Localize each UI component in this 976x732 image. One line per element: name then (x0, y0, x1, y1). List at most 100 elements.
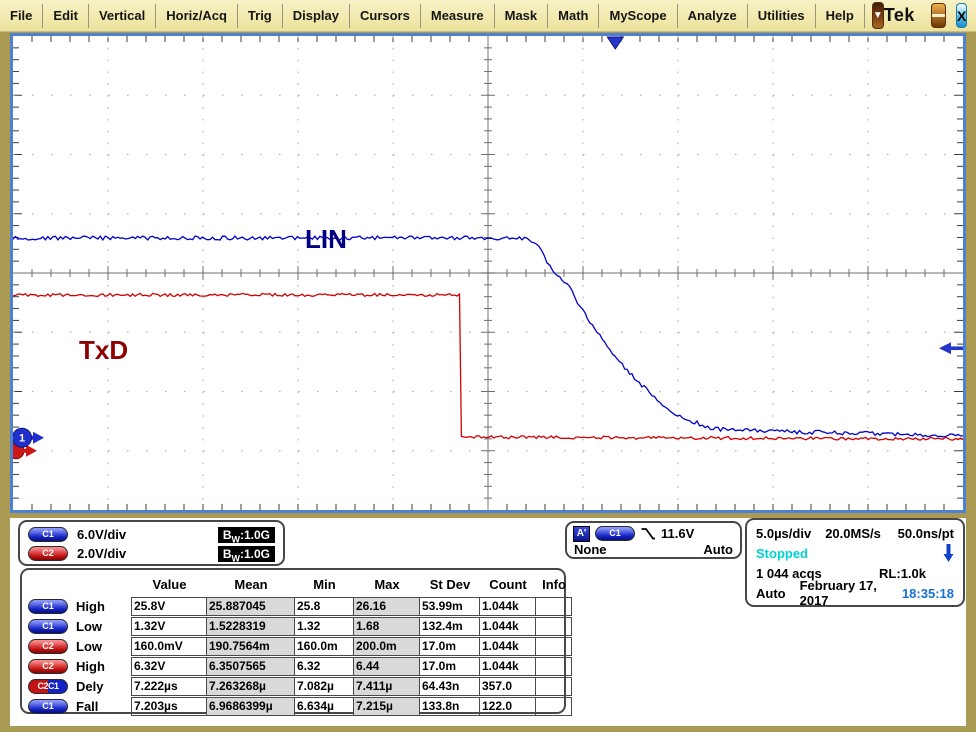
falling-edge-icon (640, 526, 656, 541)
channel1-badge: C1 (28, 527, 68, 542)
meas-cell: 1.5228319 (206, 617, 295, 636)
meas-cell: 1.044k (479, 597, 536, 616)
menu-display[interactable]: Display (283, 4, 350, 28)
menu-math[interactable]: Math (548, 4, 599, 28)
meas-cell: 17.0m (419, 657, 480, 676)
meas-row-label: C1Fall (28, 697, 132, 716)
channel1-bandwidth-badge: BW:1.0G (218, 527, 275, 543)
close-button[interactable]: X (956, 3, 967, 28)
time-readout: 18:35:18 (902, 586, 954, 601)
meas-cell: 25.887045 (206, 597, 295, 616)
menu-overflow-button[interactable]: ▼ (872, 2, 884, 29)
menu-vertical[interactable]: Vertical (89, 4, 156, 28)
readout-area: C1 6.0V/div BW:1.0G C2 2.0V/div BW:1.0G … (10, 518, 966, 726)
close-icon: X (957, 8, 966, 24)
channel2-bandwidth-badge: BW:1.0G (218, 546, 275, 562)
sample-rate-readout: 20.0MS/s (825, 526, 881, 541)
menu-measure[interactable]: Measure (421, 4, 495, 28)
meas-cell: 7.203µs (131, 697, 207, 716)
meas-cell: 6.634µ (294, 697, 354, 716)
meas-cell (535, 697, 572, 716)
minimize-icon (932, 14, 945, 17)
channel2-readout[interactable]: C2 2.0V/div BW:1.0G (28, 544, 275, 563)
trigger-source-badge: C1 (595, 526, 635, 541)
meas-row-label: C2C1Dely (28, 677, 132, 696)
meas-cell: 64.43n (419, 677, 480, 696)
trigger-mode: Auto (703, 542, 733, 557)
menu-myscope[interactable]: MyScope (599, 4, 677, 28)
waveform-display[interactable]: LIN TxD 1 (10, 33, 966, 513)
col-header-info: Info (536, 575, 572, 597)
header-spacer (28, 575, 132, 597)
meas-cell: 1.044k (479, 617, 536, 636)
trigger-mode-readout: Auto (756, 586, 786, 601)
channel2-channel1-badge: C2C1 (28, 679, 68, 694)
waveform-graticule[interactable]: LIN TxD 1 (13, 36, 963, 510)
timebase-readout: 5.0µs/div (756, 526, 811, 541)
tek-logo: Tek (884, 5, 915, 26)
channel1-readout[interactable]: C1 6.0V/div BW:1.0G (28, 525, 275, 544)
minimize-button[interactable] (931, 3, 946, 28)
col-header-max: Max (354, 575, 420, 597)
meas-cell: 7.082µ (294, 677, 354, 696)
meas-cell: 1.32V (131, 617, 207, 636)
meas-cell: 200.0m (353, 637, 420, 656)
meas-row-label: C2Low (28, 637, 132, 656)
waveform-label-lin: LIN (305, 224, 347, 254)
meas-cell: 190.7564m (206, 637, 295, 656)
meas-cell: 160.0mV (131, 637, 207, 656)
channel1-badge: C1 (28, 599, 68, 614)
trigger-panel[interactable]: A' C1 11.6V None Auto (565, 521, 742, 559)
col-header-value: Value (132, 575, 207, 597)
acquisition-status: Stopped (756, 546, 808, 561)
vertical-settings-panel[interactable]: C1 6.0V/div BW:1.0G C2 2.0V/div BW:1.0G (18, 520, 285, 566)
menu-mask[interactable]: Mask (495, 4, 549, 28)
meas-cell: 160.0m (294, 637, 354, 656)
trigger-level-arrow-icon[interactable] (939, 342, 951, 354)
meas-cell: 6.44 (353, 657, 420, 676)
date-readout: February 17, 2017 (800, 578, 902, 608)
channel1-ref-number: 1 (19, 433, 25, 445)
meas-cell: 6.32 (294, 657, 354, 676)
trigger-a-badge: A' (573, 526, 590, 542)
meas-cell: 6.3507565 (206, 657, 295, 676)
trigger-position-marker[interactable] (607, 37, 623, 49)
meas-cell: 6.9686399µ (206, 697, 295, 716)
meas-cell (535, 617, 572, 636)
meas-row-label: C2High (28, 657, 132, 676)
meas-cell: 6.32V (131, 657, 207, 676)
channel1-ref-arrow-icon[interactable] (33, 432, 44, 444)
meas-cell: 133.8n (419, 697, 480, 716)
temperature-icon (942, 543, 954, 563)
trigger-level-marker[interactable] (950, 346, 963, 350)
meas-cell: 357.0 (479, 677, 536, 696)
menu-file[interactable]: File (0, 4, 43, 28)
waveform-label-txd: TxD (79, 335, 128, 365)
menu-help[interactable]: Help (816, 4, 865, 28)
meas-cell: 132.4m (419, 617, 480, 636)
horizontal-acquisition-panel[interactable]: 5.0µs/div 20.0MS/s 50.0ns/pt Stopped 1 0… (745, 518, 965, 607)
col-header-mean: Mean (207, 575, 295, 597)
meas-cell: 7.215µ (353, 697, 420, 716)
menu-bar: File Edit Vertical Horiz/Acq Trig Displa… (0, 0, 976, 32)
menu-utilities[interactable]: Utilities (748, 4, 816, 28)
channel1-badge: C1 (28, 619, 68, 634)
meas-cell: 1.044k (479, 657, 536, 676)
meas-row-label: C1High (28, 597, 132, 616)
menu-analyze[interactable]: Analyze (678, 4, 748, 28)
meas-cell: 122.0 (479, 697, 536, 716)
chevron-down-icon: ▼ (873, 10, 883, 21)
menu-cursors[interactable]: Cursors (350, 4, 421, 28)
meas-cell: 53.99m (419, 597, 480, 616)
channel2-ref-arrow-icon[interactable] (26, 445, 37, 457)
menu-trig[interactable]: Trig (238, 4, 283, 28)
meas-cell (535, 657, 572, 676)
meas-row-label: C1Low (28, 617, 132, 636)
col-header-count: Count (480, 575, 536, 597)
menu-edit[interactable]: Edit (43, 4, 89, 28)
channel2-badge: C2 (28, 546, 68, 561)
meas-cell (535, 597, 572, 616)
measurements-table[interactable]: Value Mean Min Max St Dev Count Info C1H… (20, 568, 566, 714)
menu-horiz-acq[interactable]: Horiz/Acq (156, 4, 238, 28)
meas-cell: 26.16 (353, 597, 420, 616)
